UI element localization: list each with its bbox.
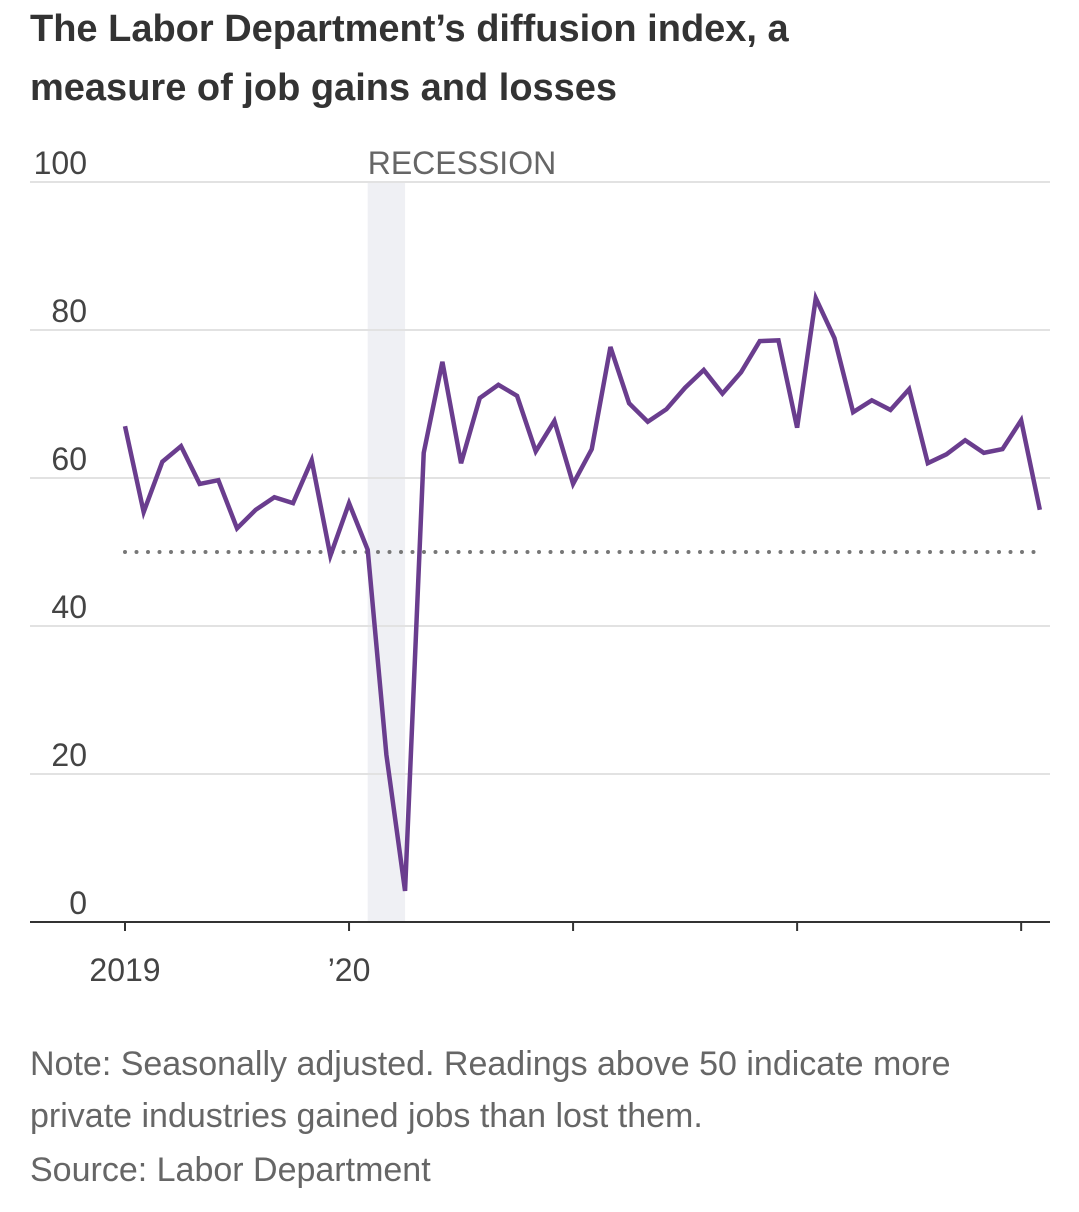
- chart: RECESSION 0 20 40 60 80 100 2019 ’20: [30, 145, 1050, 988]
- y-tick-label: 80: [51, 293, 87, 329]
- source: Source: Labor Department: [30, 1151, 431, 1189]
- y-tick-label: 40: [51, 589, 87, 625]
- y-tick-label: 20: [51, 737, 87, 773]
- y-tick-label: 0: [69, 885, 87, 921]
- x-tick-label: 2019: [89, 952, 160, 988]
- data-line: [122, 290, 1043, 892]
- note: Note: Seasonally adjusted. Readings abov…: [30, 1045, 951, 1135]
- y-tick-label: 60: [51, 441, 87, 477]
- recession-band: [367, 182, 406, 922]
- y-tick-label: 100: [34, 145, 87, 181]
- chart-title: The Labor Department’s diffusion index, …: [30, 8, 789, 109]
- x-tick-label: ’20: [328, 952, 371, 988]
- recession-label: RECESSION: [368, 145, 556, 181]
